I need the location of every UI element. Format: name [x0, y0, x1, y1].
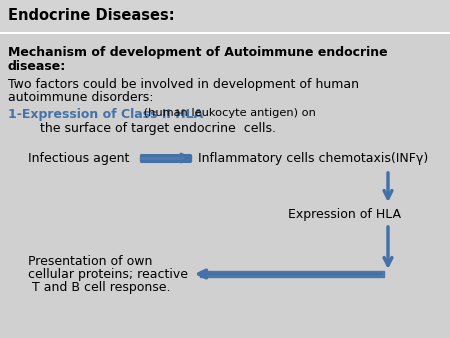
- Bar: [0, 0, 450, 32]
- Text: Infectious agent: Infectious agent: [28, 152, 130, 165]
- Text: Mechanism of development of Autoimmune endocrine: Mechanism of development of Autoimmune e…: [8, 46, 387, 59]
- Text: cellular proteins; reactive: cellular proteins; reactive: [28, 268, 188, 281]
- Text: (human leukocyte antigen) on: (human leukocyte antigen) on: [140, 108, 316, 118]
- Text: Endocrine Diseases:: Endocrine Diseases:: [8, 8, 175, 24]
- Text: autoimmune disorders:: autoimmune disorders:: [8, 91, 153, 104]
- Bar: [0, 32, 450, 34]
- Text: Presentation of own: Presentation of own: [28, 255, 153, 268]
- Text: disease:: disease:: [8, 60, 66, 73]
- Text: 1-Expression of Class II HLA: 1-Expression of Class II HLA: [8, 108, 203, 121]
- Text: Two factors could be involved in development of human: Two factors could be involved in develop…: [8, 78, 359, 91]
- Text: the surface of target endocrine  cells.: the surface of target endocrine cells.: [28, 122, 276, 135]
- Text: Inflammatory cells chemotaxis(INFγ): Inflammatory cells chemotaxis(INFγ): [198, 152, 428, 165]
- Text: T and B cell response.: T and B cell response.: [28, 281, 171, 294]
- Text: Expression of HLA: Expression of HLA: [288, 208, 401, 221]
